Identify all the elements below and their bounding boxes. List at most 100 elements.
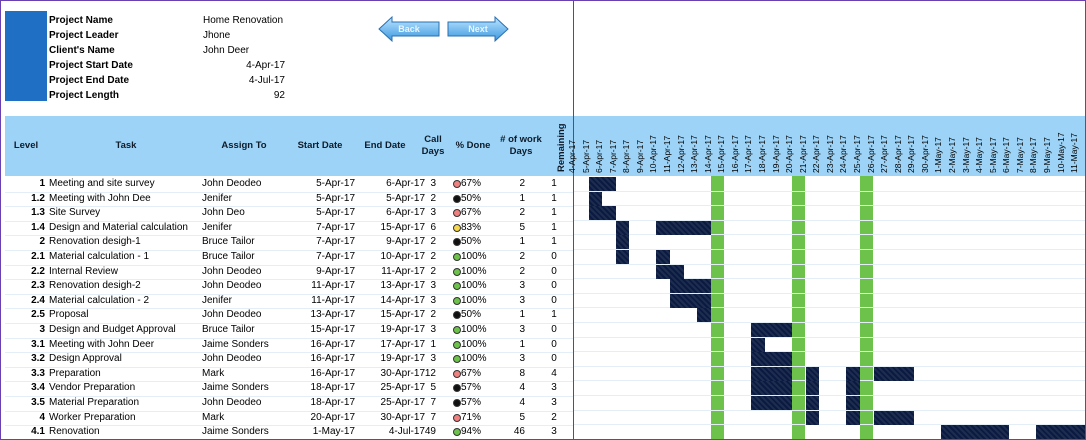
call-days-cell: 3 — [430, 324, 436, 335]
remaining-cell: 0 — [551, 338, 557, 350]
gantt-gridline — [574, 438, 1085, 439]
table-row[interactable]: 2.1 Material calculation - 1 Bruce Tailor 7… — [5, 250, 573, 266]
remaining-cell: 1 — [551, 192, 557, 204]
table-row[interactable]: 3.1 Meeting with John Deer Jaime Sonders 16… — [5, 338, 573, 354]
table-row[interactable]: 3.4 Vendor Preparation Jaime Sonders 18-Apr… — [5, 381, 573, 397]
project-info-label: Project Leader — [49, 30, 119, 41]
gantt-bar — [588, 177, 616, 191]
level-cell: 1 — [39, 178, 45, 189]
end-date-cell: 19-Apr-17 — [380, 353, 425, 365]
level-cell: 3.3 — [31, 367, 45, 379]
remaining-cell: 1 — [551, 221, 557, 233]
assign-cell: Mark — [202, 367, 225, 379]
gantt-bar — [669, 293, 711, 308]
back-arrow-icon — [378, 15, 440, 43]
task-cell: Site Survey — [49, 207, 101, 219]
work-days-cell: 5 — [519, 221, 525, 233]
header-done: % Done — [455, 140, 491, 151]
table-row[interactable]: 3.2 Design Approval John Deodeo 16-Apr-17 19… — [5, 352, 573, 368]
table-row[interactable]: 4 Worker Preparation Mark 20-Apr-17 30-Apr-1… — [5, 411, 573, 427]
call-days-cell: 3 — [430, 207, 436, 219]
percent-done-cell: 67% — [461, 178, 482, 189]
gantt-bar — [615, 235, 630, 250]
task-cell: Design Approval — [49, 353, 122, 365]
date-header-label: 30-Apr-17 — [919, 135, 930, 173]
task-cell: Worker Preparation — [49, 411, 136, 423]
back-button[interactable]: Back — [378, 15, 440, 43]
gantt-gridline — [574, 307, 1085, 309]
end-date-cell: 14-Apr-17 — [380, 294, 425, 306]
next-button[interactable]: Next — [447, 15, 509, 43]
level-cell: 3.1 — [31, 338, 45, 350]
remaining-cell: 3 — [551, 382, 557, 394]
gantt-gridline — [574, 409, 1085, 411]
table-row[interactable]: 1.4 Design and Material calculation Jenife… — [5, 221, 573, 237]
gantt-bar — [846, 410, 860, 425]
gantt-gridline — [574, 351, 1085, 353]
date-header-label: 6-May-17 — [1001, 137, 1012, 173]
gantt-gridline — [574, 336, 1085, 338]
percent-done-cell: 100% — [461, 353, 487, 365]
end-date-cell: 30-Apr-17 — [380, 411, 425, 423]
remaining-cell: 1 — [551, 309, 557, 321]
date-header-label: 27-Apr-17 — [879, 135, 890, 173]
assign-cell: John Deodeo — [202, 265, 262, 277]
gantt-gridline — [574, 322, 1085, 323]
percent-done-cell: 50% — [461, 192, 482, 204]
project-info-label: Project Name — [49, 15, 113, 26]
date-header-label: 14-Apr-17 — [702, 135, 713, 173]
table-row[interactable]: 2.5 Proposal John Deodeo 13-Apr-17 15-Apr-17… — [5, 308, 573, 324]
table-row[interactable]: 4.1 Renovation Jaime Sonders 1-May-17 4-Jul-… — [5, 425, 573, 439]
work-days-cell: 1 — [519, 309, 525, 321]
table-row[interactable]: 1.3 Site Survey John Deo 5-Apr-17 6-Apr-17 3 6… — [5, 206, 573, 222]
gantt-bar — [805, 366, 820, 381]
date-header-label: 24-Apr-17 — [838, 135, 849, 173]
end-date-cell: 17-Apr-17 — [380, 338, 425, 350]
start-date-cell: 7-Apr-17 — [316, 236, 355, 248]
table-row[interactable]: 1.2 Meeting with John Dee Jenifer 5-Apr-17 5… — [5, 192, 573, 208]
gantt-bar — [615, 220, 630, 235]
remaining-cell: 3 — [551, 397, 557, 408]
percent-done-cell: 57% — [461, 382, 482, 394]
date-header-label: 7-May-17 — [1014, 137, 1025, 173]
table-row[interactable]: 1 Meeting and site survey John Deodeo 5-Apr… — [5, 177, 573, 193]
table-row[interactable]: 2 Renovation desigh-1 Bruce Tailor 7-Apr-17… — [5, 235, 573, 251]
end-date-cell: 10-Apr-17 — [380, 251, 425, 262]
level-cell: 2.2 — [31, 265, 45, 277]
call-days-cell: 1 — [430, 338, 436, 350]
remaining-cell: 1 — [551, 236, 557, 248]
percent-done-cell: 100% — [461, 324, 487, 335]
call-days-cell: 6 — [430, 221, 436, 233]
end-date-cell: 30-Apr-17 — [380, 367, 425, 379]
status-dot-icon — [453, 180, 461, 188]
date-header-label: 4-May-17 — [974, 137, 985, 173]
work-days-cell: 3 — [519, 280, 525, 292]
remaining-cell: 0 — [551, 353, 557, 365]
percent-done-cell: 100% — [461, 265, 487, 277]
remaining-cell: 0 — [551, 265, 557, 277]
table-row[interactable]: 2.4 Material calculation - 2 Jenifer 11-Apr… — [5, 294, 573, 310]
start-date-cell: 7-Apr-17 — [316, 221, 355, 233]
table-row[interactable]: 2.3 Renovation desigh-2 John Deodeo 11-Apr-… — [5, 279, 573, 295]
work-days-cell: 3 — [519, 324, 525, 335]
table-row[interactable]: 3 Design and Budget Approval Bruce Tailor 1… — [5, 323, 573, 339]
table-row[interactable]: 3.3 Preparation Mark 16-Apr-17 30-Apr-17 12 67… — [5, 367, 573, 383]
date-header-label: 3-May-17 — [960, 137, 971, 173]
gantt-bar — [846, 366, 860, 381]
gantt-bar — [751, 396, 793, 410]
gantt-bar — [751, 366, 793, 381]
call-days-cell: 2 — [430, 251, 436, 262]
start-date-cell: 18-Apr-17 — [310, 397, 355, 408]
date-header-label: 1-May-17 — [933, 137, 944, 173]
table-row[interactable]: 2.2 Internal Review John Deodeo 9-Apr-17 11-… — [5, 265, 573, 281]
gantt-bar — [873, 410, 915, 425]
gantt-bar — [846, 396, 860, 410]
work-days-cell: 2 — [519, 207, 525, 219]
task-cell: Material Preparation — [49, 397, 140, 408]
date-header-label: 16-Apr-17 — [729, 135, 740, 173]
project-info-label: Project Length — [49, 90, 120, 101]
start-date-cell: 20-Apr-17 — [310, 411, 355, 423]
table-row[interactable]: 3.5 Material Preparation John Deodeo 18-Apr… — [5, 396, 573, 412]
header-end-date: End Date — [364, 140, 406, 151]
date-header-label: 21-Apr-17 — [797, 135, 808, 173]
